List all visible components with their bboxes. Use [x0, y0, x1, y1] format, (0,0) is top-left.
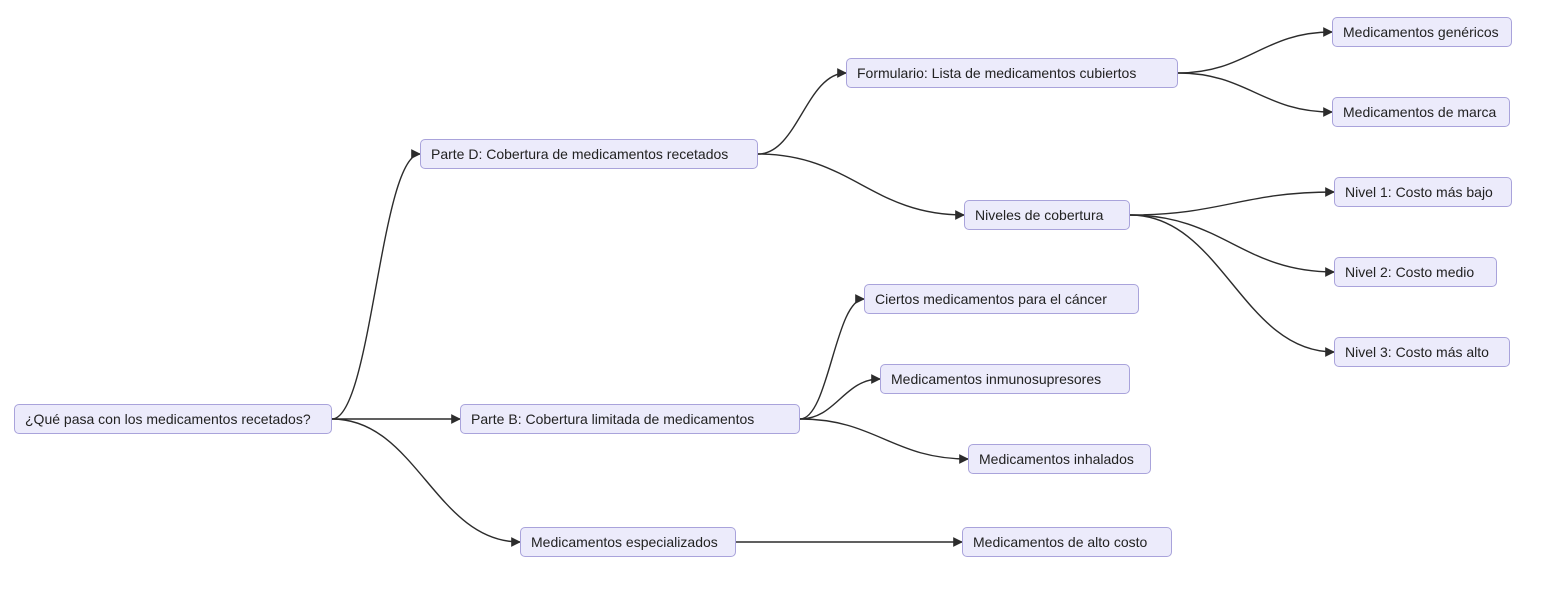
edge-niveles-to-nivel3 [1130, 215, 1334, 352]
edge-formul-to-demarca [1178, 73, 1332, 112]
diagram-canvas: ¿Qué pasa con los medicamentos recetados… [0, 0, 1568, 610]
edge-niveles-to-nivel2 [1130, 215, 1334, 272]
node-label: Ciertos medicamentos para el cáncer [875, 291, 1107, 307]
node-root: ¿Qué pasa con los medicamentos recetados… [14, 404, 332, 434]
node-label: Medicamentos de alto costo [973, 534, 1147, 550]
node-label: Nivel 1: Costo más bajo [1345, 184, 1493, 200]
edge-parteB-to-cancer [800, 299, 864, 419]
node-nivel1: Nivel 1: Costo más bajo [1334, 177, 1512, 207]
node-label: Medicamentos especializados [531, 534, 718, 550]
node-label: Medicamentos inhalados [979, 451, 1134, 467]
edge-parteD-to-formul [758, 73, 846, 154]
node-niveles: Niveles de cobertura [964, 200, 1130, 230]
node-genericos: Medicamentos genéricos [1332, 17, 1512, 47]
edge-formul-to-genericos [1178, 32, 1332, 73]
node-label: Medicamentos de marca [1343, 104, 1496, 120]
node-label: Medicamentos inmunosupresores [891, 371, 1101, 387]
node-label: Parte B: Cobertura limitada de medicamen… [471, 411, 754, 427]
node-label: Formulario: Lista de medicamentos cubier… [857, 65, 1136, 81]
edge-parteD-to-niveles [758, 154, 964, 215]
node-label: Medicamentos genéricos [1343, 24, 1499, 40]
node-label: Niveles de cobertura [975, 207, 1103, 223]
node-parteD: Parte D: Cobertura de medicamentos recet… [420, 139, 758, 169]
node-label: Parte D: Cobertura de medicamentos recet… [431, 146, 728, 162]
node-label: Nivel 2: Costo medio [1345, 264, 1474, 280]
node-inmuno: Medicamentos inmunosupresores [880, 364, 1130, 394]
node-label: Nivel 3: Costo más alto [1345, 344, 1489, 360]
node-formul: Formulario: Lista de medicamentos cubier… [846, 58, 1178, 88]
node-altocosto: Medicamentos de alto costo [962, 527, 1172, 557]
edges-layer [0, 0, 1568, 610]
edge-parteB-to-inmuno [800, 379, 880, 419]
node-label: ¿Qué pasa con los medicamentos recetados… [25, 411, 311, 427]
edge-parteB-to-inhal [800, 419, 968, 459]
node-parteB: Parte B: Cobertura limitada de medicamen… [460, 404, 800, 434]
node-cancer: Ciertos medicamentos para el cáncer [864, 284, 1139, 314]
node-demarca: Medicamentos de marca [1332, 97, 1510, 127]
edge-root-to-espec [332, 419, 520, 542]
edge-niveles-to-nivel1 [1130, 192, 1334, 215]
node-inhal: Medicamentos inhalados [968, 444, 1151, 474]
edge-root-to-parteD [332, 154, 420, 419]
node-nivel2: Nivel 2: Costo medio [1334, 257, 1497, 287]
node-espec: Medicamentos especializados [520, 527, 736, 557]
node-nivel3: Nivel 3: Costo más alto [1334, 337, 1510, 367]
